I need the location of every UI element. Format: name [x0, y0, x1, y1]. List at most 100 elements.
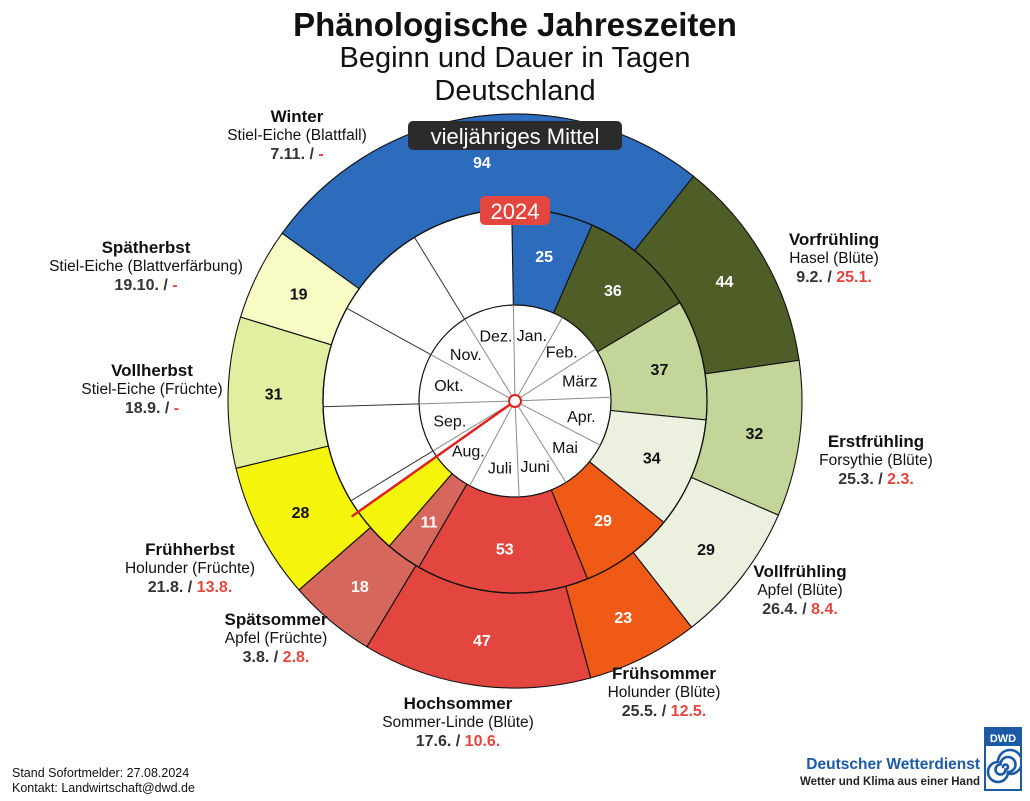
- mean-start: 19.10.: [114, 277, 158, 294]
- month-divider: [517, 317, 563, 397]
- date-separator: /: [451, 733, 464, 750]
- season-dates: 26.4. / 8.4.: [762, 601, 838, 618]
- mean-start: 25.5.: [622, 703, 658, 720]
- chart-subtitle: Beginn und Dauer in Tagen: [339, 42, 691, 74]
- season-name: Hochsommer: [404, 694, 513, 713]
- outer-ring-label-bg: [408, 121, 622, 150]
- dwd-slogan: Wetter und Klima aus einer Hand: [800, 776, 980, 788]
- season-plant: Holunder (Früchte): [125, 560, 255, 577]
- month-divider: [432, 403, 511, 452]
- month-label: Nov.: [450, 347, 482, 364]
- today-hub: [508, 394, 522, 408]
- month-divider: [519, 348, 596, 399]
- season-name: Spätsommer: [225, 610, 328, 629]
- season-plant: Sommer-Linde (Blüte): [382, 714, 534, 731]
- season-plant: Apfel (Blüte): [757, 582, 842, 599]
- date-separator: /: [305, 146, 318, 163]
- date-separator: /: [798, 601, 811, 618]
- date-separator: /: [183, 579, 196, 596]
- season-dates: 3.8. / 2.8.: [243, 649, 310, 666]
- month-divider: [514, 406, 520, 497]
- month-label: Aug.: [452, 443, 485, 460]
- date-separator: /: [160, 400, 173, 417]
- outer-segment-value: 31: [265, 387, 283, 404]
- season-dates: 18.9. / -: [125, 400, 179, 417]
- mean-start: 17.6.: [416, 733, 452, 750]
- chart-region: Deutschland: [434, 75, 596, 107]
- inner-segment-value: 36: [604, 283, 622, 300]
- season-name: Frühherbst: [145, 540, 235, 559]
- season-dates: 19.10. / -: [114, 277, 177, 294]
- month-divider: [419, 400, 510, 405]
- season-plant: Stiel-Eiche (Blattfall): [227, 127, 367, 144]
- spiral-icon: [986, 748, 1022, 784]
- month-label: Feb.: [546, 345, 578, 362]
- season-plant: Apfel (Früchte): [225, 630, 328, 647]
- inner-grid-line: [414, 237, 466, 320]
- month-divider: [520, 396, 611, 402]
- inner-segment-value: 11: [421, 514, 438, 531]
- chart-title: Phänologische Jahreszeiten: [293, 6, 737, 43]
- outer-segment-value: 29: [697, 542, 715, 559]
- season-plant: Stiel-Eiche (Blattverfärbung): [49, 258, 243, 275]
- inner-segment-value: 37: [651, 362, 669, 379]
- month-label: Juli: [488, 460, 512, 477]
- inner-segment-value: 34: [643, 450, 661, 467]
- month-divider: [464, 318, 513, 397]
- season-dates: 7.11. / -: [270, 146, 323, 163]
- mean-start: 3.8.: [243, 649, 270, 666]
- season-dates: 21.8. / 13.8.: [148, 579, 233, 596]
- month-label: Sep.: [433, 413, 466, 430]
- start-2024: -: [174, 400, 179, 417]
- month-label: März: [562, 374, 598, 391]
- season-name: Vollfrühling: [753, 562, 846, 581]
- inner-grid-line: [323, 403, 420, 408]
- season-name: Winter: [271, 107, 324, 126]
- start-2024: 13.8.: [197, 579, 233, 596]
- season-dates: 25.5. / 12.5.: [622, 703, 707, 720]
- inner-grid-line: [350, 450, 434, 502]
- season-name: Frühsommer: [612, 664, 716, 683]
- season-dates: 17.6. / 10.6.: [416, 733, 501, 750]
- today-hand: [350, 400, 516, 518]
- dwd-wordmark: Deutscher Wetterdienst Wetter und Klima …: [795, 756, 980, 788]
- date-separator: /: [159, 277, 172, 294]
- month-label: Apr.: [567, 409, 595, 426]
- inner-ring-label-bg: [480, 196, 550, 225]
- month-label: Mai: [552, 440, 578, 457]
- date-separator: /: [657, 703, 670, 720]
- season-dates: 9.2. / 25.1.: [796, 269, 872, 286]
- dwd-logo: DWD: [984, 727, 1022, 791]
- start-2024: 8.4.: [811, 601, 838, 618]
- start-2024: -: [172, 277, 177, 294]
- outer-segment-value: 94: [473, 155, 491, 172]
- inner-ring-label: 2024: [491, 199, 540, 224]
- month-label: Dez.: [479, 329, 512, 346]
- mean-start: 7.11.: [270, 146, 305, 163]
- mean-start: 25.3.: [838, 471, 874, 488]
- dwd-badge: DWD: [990, 733, 1016, 745]
- mean-start: 26.4.: [762, 601, 798, 618]
- start-2024: 12.5.: [671, 703, 707, 720]
- month-divider: [517, 405, 567, 483]
- outer-ring-label: vieljähriges Mittel: [431, 124, 600, 149]
- month-divider: [520, 403, 601, 446]
- mean-start: 18.9.: [125, 400, 161, 417]
- ring-badges: vieljähriges Mittel 2024: [408, 121, 622, 225]
- start-2024: 2.3.: [887, 471, 914, 488]
- outer-segment-value: 23: [614, 610, 632, 627]
- season-name: Vollherbst: [111, 361, 193, 380]
- start-2024: -: [318, 146, 323, 163]
- season-plant: Hasel (Blüte): [789, 250, 879, 267]
- outer-ring: 94 44 32 29 23 47 18 28 31 19: [227, 113, 803, 689]
